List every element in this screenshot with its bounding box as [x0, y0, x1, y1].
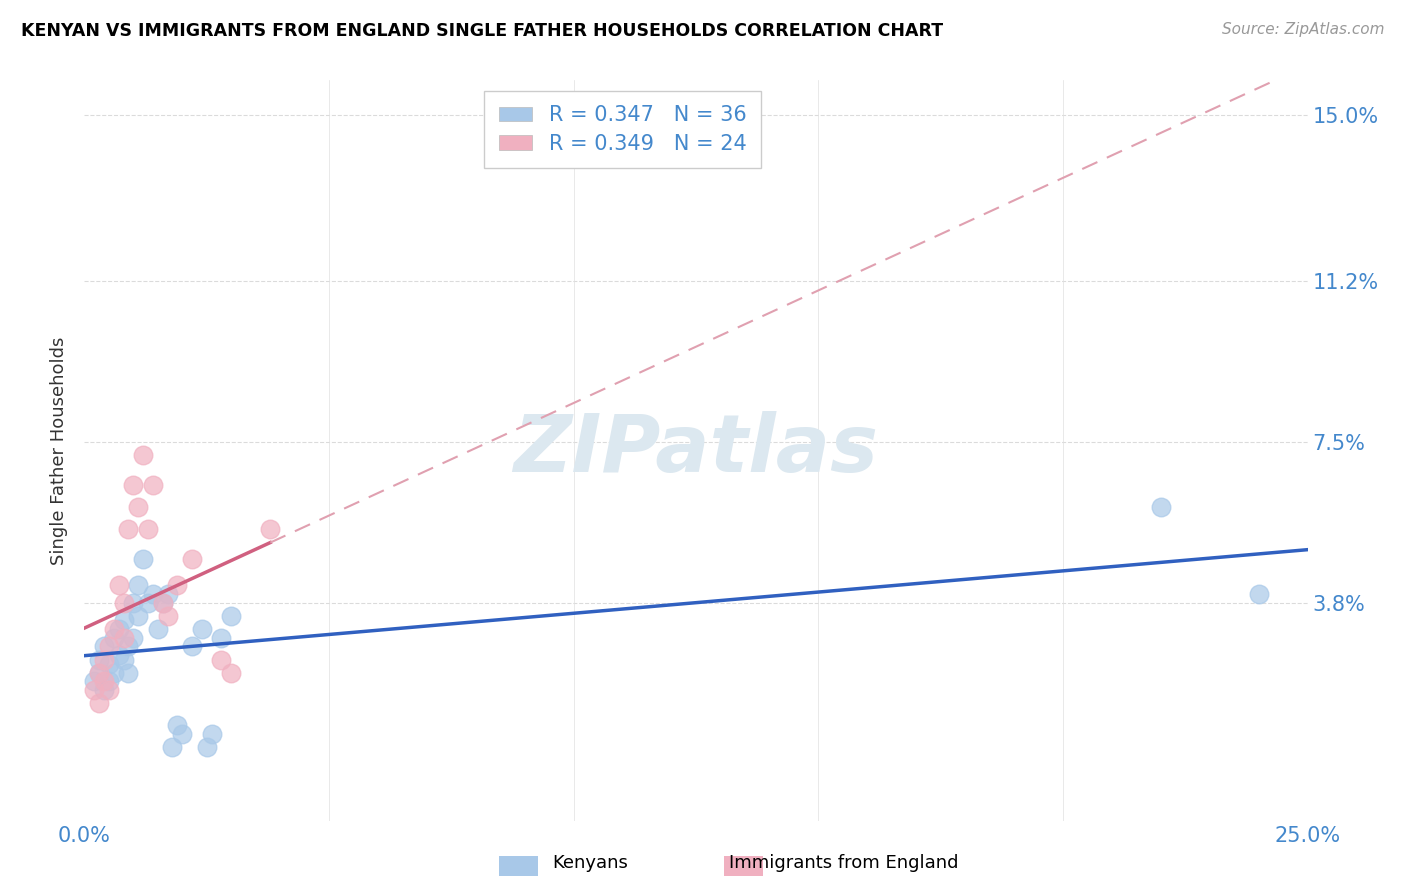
Point — [97, 683, 120, 698]
Point — [156, 587, 179, 601]
Point — [259, 522, 281, 536]
Point — [219, 609, 242, 624]
Legend: R = 0.347   N = 36, R = 0.349   N = 24: R = 0.347 N = 36, R = 0.349 N = 24 — [484, 91, 761, 169]
Point — [87, 652, 110, 666]
Point — [191, 622, 214, 636]
Text: Kenyans: Kenyans — [553, 854, 628, 871]
Point — [87, 665, 110, 680]
Point — [122, 596, 145, 610]
Point — [166, 718, 188, 732]
Point — [93, 640, 115, 654]
Text: ZIPatlas: ZIPatlas — [513, 411, 879, 490]
Text: Immigrants from England: Immigrants from England — [728, 854, 959, 871]
Point — [209, 631, 232, 645]
Point — [136, 596, 159, 610]
Point — [156, 609, 179, 624]
Point — [117, 640, 139, 654]
Point — [107, 648, 129, 662]
Point — [83, 674, 105, 689]
Point — [200, 726, 222, 740]
Point — [142, 587, 165, 601]
Point — [112, 652, 135, 666]
Point — [136, 522, 159, 536]
Point — [87, 696, 110, 710]
Point — [162, 739, 184, 754]
Point — [127, 578, 149, 592]
Point — [195, 739, 218, 754]
Point — [146, 622, 169, 636]
Point — [142, 478, 165, 492]
Point — [122, 631, 145, 645]
Point — [103, 665, 125, 680]
Point — [112, 631, 135, 645]
Point — [97, 640, 120, 654]
Point — [112, 596, 135, 610]
Point — [93, 683, 115, 698]
Point — [107, 622, 129, 636]
Text: Source: ZipAtlas.com: Source: ZipAtlas.com — [1222, 22, 1385, 37]
Point — [93, 652, 115, 666]
Point — [83, 683, 105, 698]
Point — [132, 552, 155, 566]
Point — [107, 578, 129, 592]
Point — [172, 726, 194, 740]
Point — [181, 640, 204, 654]
Point — [127, 609, 149, 624]
Point — [112, 613, 135, 627]
Point — [103, 631, 125, 645]
Point — [132, 448, 155, 462]
Point — [166, 578, 188, 592]
Point — [219, 665, 242, 680]
Point — [87, 665, 110, 680]
Point — [181, 552, 204, 566]
Y-axis label: Single Father Households: Single Father Households — [51, 336, 69, 565]
Point — [1247, 587, 1270, 601]
Point — [122, 478, 145, 492]
Point — [1150, 500, 1173, 514]
Point — [209, 652, 232, 666]
Point — [93, 674, 115, 689]
Point — [103, 622, 125, 636]
Point — [97, 657, 120, 671]
Point — [152, 596, 174, 610]
Point — [97, 674, 120, 689]
Text: KENYAN VS IMMIGRANTS FROM ENGLAND SINGLE FATHER HOUSEHOLDS CORRELATION CHART: KENYAN VS IMMIGRANTS FROM ENGLAND SINGLE… — [21, 22, 943, 40]
Point — [127, 500, 149, 514]
Point — [152, 596, 174, 610]
Point — [117, 665, 139, 680]
Point — [117, 522, 139, 536]
